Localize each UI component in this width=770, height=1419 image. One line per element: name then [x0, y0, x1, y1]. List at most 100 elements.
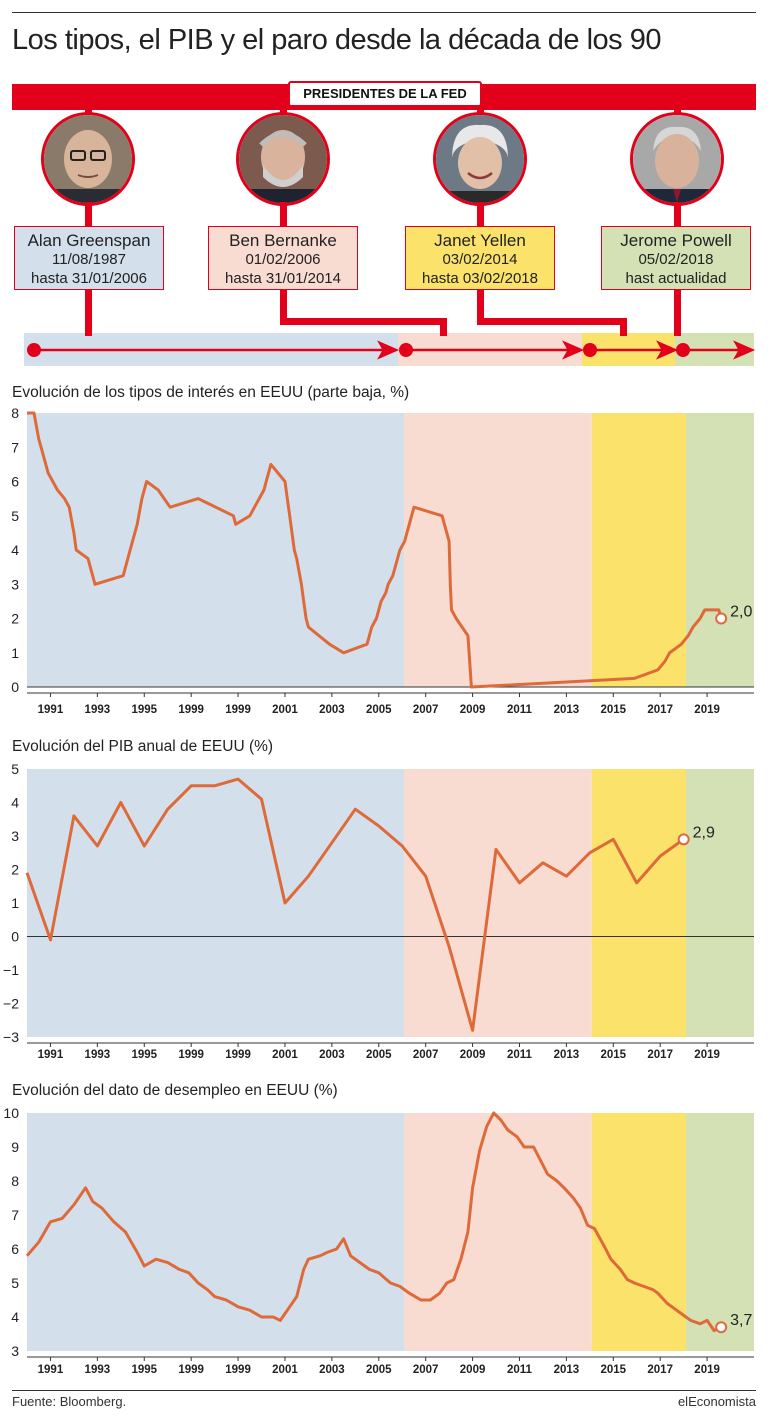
x-tick-label: 2009	[460, 1364, 486, 1376]
connector	[620, 318, 627, 336]
band-powell	[685, 1113, 754, 1351]
unemployment-chart: 3 4 5 6 7 8 9 10 1991 1993 1995 1999 1999 2001 2003 200…	[3, 1105, 754, 1376]
x-tick-label: 2005	[366, 704, 392, 716]
x-tick-label: 2007	[413, 1049, 439, 1061]
y-tick-label: 1	[11, 645, 19, 661]
timeline-arrows	[27, 340, 756, 360]
y-tick-label: −3	[3, 1029, 19, 1045]
y-tick-label: 3	[11, 828, 19, 844]
band-greenspan	[27, 1113, 405, 1351]
y-tick-label: 4	[11, 1309, 19, 1325]
band-yellen	[591, 1113, 686, 1351]
greenspan-portrait-icon	[41, 112, 135, 206]
x-tick-label: 1993	[85, 704, 111, 716]
rates-chart: 0 1 2 3 4 5 6 7 8 1991 1993 1995 1999 1999 2001 2003 200…	[11, 405, 754, 716]
x-tick-label: 1999	[178, 1364, 204, 1376]
x-tick-label: 2017	[647, 704, 673, 716]
band-bernanke	[404, 1113, 592, 1351]
unemployment-chart-title: Evolución del dato de desempleo en EEUU …	[12, 1082, 338, 1099]
gdp-chart: −3 −2 −1 0 1 2 3 4 5 1991 1993 1995 1999 1999 2001 2003…	[3, 761, 754, 1061]
y-tick-label: 5	[11, 508, 19, 524]
x-tick-label: 2011	[507, 1049, 533, 1061]
president-end-date: hasta 31/01/2014	[225, 270, 341, 287]
connector	[674, 202, 681, 226]
source-note: Fuente: Bloomberg.	[12, 1394, 127, 1409]
president-start-date: 11/08/1987	[52, 251, 126, 268]
connector	[280, 290, 287, 324]
y-tick-label: 6	[11, 1241, 19, 1257]
publisher-brand: elEconomista	[677, 1394, 756, 1409]
y-tick-label: 3	[11, 1343, 19, 1359]
y-tick-label: 0	[11, 679, 19, 695]
last-point-marker	[715, 612, 728, 625]
x-tick-label: 1991	[38, 1049, 64, 1061]
band-powell	[685, 769, 754, 1037]
president-name: Jerome Powell	[620, 231, 732, 250]
x-tick-label: 2019	[694, 704, 720, 716]
x-tick-label: 2001	[272, 704, 298, 716]
yellen-info-box: Janet Yellen 03/02/2014 hasta 03/02/2018	[405, 226, 555, 290]
president-start-date: 03/02/2014	[442, 251, 518, 268]
x-tick-label: 2011	[507, 1364, 533, 1376]
last-point-marker	[715, 1321, 728, 1334]
x-tick-label: 2007	[413, 1364, 439, 1376]
x-tick-label: 1999	[225, 1049, 251, 1061]
page-title: Los tipos, el PIB y el paro desde la déc…	[12, 24, 662, 56]
x-tick-label: 2011	[507, 704, 533, 716]
y-tick-label: 0	[11, 929, 19, 945]
connector	[674, 290, 681, 336]
president-name: Ben Bernanke	[229, 231, 337, 250]
y-tick-label: −2	[3, 996, 19, 1012]
last-value-label: 2,9	[693, 824, 715, 841]
y-tick-label: 9	[11, 1139, 19, 1155]
x-tick-label: 2009	[460, 1049, 486, 1061]
y-tick-label: 1	[11, 895, 19, 911]
president-end-date: hasta 03/02/2018	[422, 270, 538, 287]
x-tick-label: 2015	[600, 1364, 626, 1376]
rates-chart-title: Evolución de los tipos de interés en EEU…	[12, 384, 410, 401]
footer-rule	[12, 1390, 756, 1391]
x-tick-label: 1999	[225, 704, 251, 716]
y-tick-label: 2	[11, 862, 19, 878]
x-tick-label: 2015	[600, 1049, 626, 1061]
x-tick-label: 2001	[272, 1049, 298, 1061]
connector	[85, 290, 92, 336]
president-name: Janet Yellen	[434, 231, 526, 250]
band-yellen	[591, 769, 686, 1037]
president-end-date: hast actualidad	[625, 270, 727, 287]
x-tick-label: 1993	[85, 1364, 111, 1376]
last-value-label: 3,7	[730, 1312, 752, 1329]
connector	[280, 318, 447, 325]
x-tick-label: 2009	[460, 704, 486, 716]
x-tick-label: 2019	[694, 1364, 720, 1376]
y-tick-label: 8	[11, 405, 19, 421]
x-tick-label: 1995	[131, 704, 157, 716]
bernanke-info-box: Ben Bernanke 01/02/2006 hasta 31/01/2014	[208, 226, 358, 290]
president-name: Alan Greenspan	[27, 231, 151, 250]
gdp-chart-title: Evolución del PIB anual de EEUU (%)	[12, 738, 274, 755]
x-tick-label: 2015	[600, 704, 626, 716]
x-tick-label: 2005	[366, 1364, 392, 1376]
last-point-marker	[677, 833, 690, 846]
last-value-label: 2,0	[730, 604, 752, 621]
x-tick-label: 2017	[647, 1049, 673, 1061]
y-tick-label: 7	[11, 1207, 19, 1223]
president-start-date: 01/02/2006	[245, 251, 321, 268]
connector	[280, 202, 287, 226]
x-tick-label: 1999	[178, 1049, 204, 1061]
y-tick-label: 5	[11, 761, 19, 777]
x-tick-label: 2003	[319, 1364, 345, 1376]
x-tick-label: 1999	[225, 1364, 251, 1376]
y-tick-label: −1	[3, 962, 19, 978]
x-tick-label: 1999	[178, 704, 204, 716]
y-tick-label: 5	[11, 1275, 19, 1291]
x-tick-label: 2013	[554, 1364, 580, 1376]
powell-info-box: Jerome Powell 05/02/2018 hast actualidad	[601, 226, 751, 290]
connector	[440, 318, 447, 336]
president-end-date: hasta 31/01/2006	[31, 270, 147, 287]
x-tick-label: 1993	[85, 1049, 111, 1061]
band-bernanke	[404, 769, 592, 1037]
x-tick-label: 2001	[272, 1364, 298, 1376]
y-tick-label: 4	[11, 542, 19, 558]
x-tick-label: 1991	[38, 704, 64, 716]
